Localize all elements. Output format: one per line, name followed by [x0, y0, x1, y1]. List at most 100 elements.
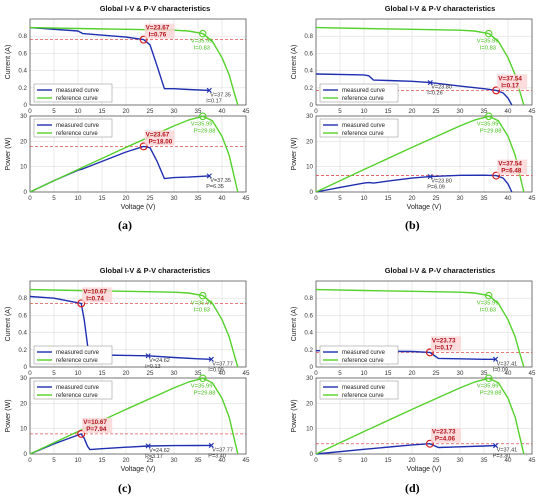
iv-chart-annotation-end: V=37.35I=0.17: [206, 87, 231, 104]
pv-chart-series-measured: [315, 174, 513, 193]
x-tick-label: 25: [433, 457, 440, 464]
x-tick-label: 25: [433, 195, 440, 202]
x-tick-label: 0: [28, 195, 32, 202]
ref-marker: [199, 291, 207, 300]
y-tick-label: 0.6: [304, 312, 313, 319]
mpp-label-v: V=23.67: [146, 25, 170, 32]
end-marker: [427, 80, 433, 86]
end-label-v: V=37.77: [212, 361, 233, 367]
iv-chart-annotation-ref: V=35.99I=0.83: [477, 291, 499, 314]
legend-label-measured: measured curve: [56, 88, 100, 94]
y-tick-label: 0: [24, 102, 28, 109]
x-tick-label: 25: [147, 195, 154, 202]
pv-chart-y-axis-label: Power (W): [5, 137, 12, 170]
x-tick-label: 15: [385, 195, 392, 202]
x-tick-label: 45: [243, 457, 250, 464]
ref-label-second: I=0.83: [194, 308, 210, 314]
x-tick-label: 35: [195, 457, 202, 464]
x-tick-label: 35: [481, 370, 488, 377]
mpp-marker: [77, 429, 86, 438]
iv-chart-annotation-end: V=24.62I=0.13: [145, 353, 170, 370]
mpp-label-second: P=18.00: [149, 138, 173, 145]
panel-title: Global I-V & P-V characteristics: [100, 4, 211, 13]
pv-chart-y-axis-label: Power (W): [5, 399, 12, 432]
mpp-label-v: V=37.54: [498, 75, 522, 82]
y-tick-label: 10: [306, 164, 313, 171]
legend-label-measured: measured curve: [342, 123, 386, 129]
x-tick-label: 40: [505, 370, 512, 377]
end-label-v: V=37.35: [210, 178, 231, 184]
x-tick-label: 45: [529, 370, 536, 377]
pv-chart-frame: [315, 377, 533, 455]
x-tick-label: 10: [361, 457, 368, 464]
x-tick-label: 10: [361, 370, 368, 377]
iv-chart-y-axis-label: Current (A): [291, 45, 298, 80]
y-tick-label: 30: [306, 375, 313, 382]
y-tick-label: 20: [20, 400, 27, 407]
x-tick-label: 20: [123, 370, 130, 377]
caption-a: (a): [118, 218, 132, 232]
pv-chart-legend: measured curve reference curve: [319, 118, 399, 138]
x-tick-label: 20: [409, 108, 416, 115]
mpp-marker: [139, 142, 148, 151]
y-tick-label: 0.2: [18, 85, 27, 92]
pv-chart-annotation-end: V=37.41P=3.30: [492, 443, 518, 460]
iv-chart-annotation-mpp: V=23.67I=0.76: [139, 23, 175, 44]
x-tick-label: 15: [99, 370, 106, 377]
iv-chart-annotation-end: V=37.41I=0.09: [493, 356, 517, 373]
end-label-v: V=23.80: [431, 85, 452, 91]
x-tick-label: 45: [529, 457, 536, 464]
end-label-v: V=37.35: [210, 92, 231, 98]
mpp-marker: [425, 348, 434, 357]
legend-label-reference: reference curve: [56, 358, 98, 364]
y-tick-label: 30: [306, 113, 313, 120]
x-tick-label: 10: [75, 195, 82, 202]
x-tick-label: 30: [457, 370, 464, 377]
end-label-v: V=37.41: [497, 448, 518, 454]
legend-label-measured: measured curve: [342, 385, 386, 391]
legend-label-reference: reference curve: [342, 131, 384, 137]
iv-chart-series-reference: [29, 26, 239, 106]
y-tick-label: 0.2: [304, 85, 313, 92]
end-marker: [492, 443, 499, 449]
iv-chart-annotation-ref: V=35.99I=0.83: [477, 29, 499, 52]
ref-marker: [485, 112, 493, 121]
legend-label-measured: measured curve: [56, 123, 100, 129]
x-tick-label: 5: [338, 195, 342, 202]
ref-marker: [199, 112, 207, 121]
mpp-label-bg: [497, 74, 528, 90]
end-marker: [206, 173, 212, 179]
end-label-second: P=3.30: [493, 454, 511, 460]
iv-chart-series-reference: [315, 288, 525, 368]
pv-chart-annotation-end: V=37.35P=6.35: [206, 173, 231, 190]
x-tick-label: 40: [505, 195, 512, 202]
x-tick-label: 10: [75, 370, 82, 377]
end-label-second: P=6.09: [427, 185, 445, 191]
pv-chart-y-axis-label: Power (W): [291, 137, 298, 170]
pv-chart-x-axis-label: Voltage (V): [121, 204, 156, 211]
panel-b: Global I-V & P-V characteristics 0 5 10 15 20…: [291, 4, 536, 211]
ref-label-v: V=35.99: [477, 383, 499, 389]
y-tick-label: 0.2: [304, 347, 313, 354]
mpp-label-second: P=7.94: [86, 426, 107, 433]
x-tick-label: 0: [314, 457, 318, 464]
end-label-second: I=0.17: [206, 98, 221, 104]
y-tick-label: 0.8: [304, 33, 313, 40]
y-tick-label: 10: [20, 426, 27, 433]
legend-box: [319, 380, 399, 400]
iv-chart-frame: [29, 280, 247, 368]
iv-chart-annotation-mpp: V=37.54I=0.17: [492, 74, 528, 95]
y-tick-label: 0.8: [18, 33, 27, 40]
x-tick-label: 40: [505, 457, 512, 464]
end-label-second: I=0.13: [145, 364, 160, 370]
iv-chart-legend: measured curve reference curve: [319, 83, 399, 103]
panel-title: Global I-V & P-V characteristics: [100, 266, 211, 275]
legend-box: [319, 345, 399, 365]
mpp-label-second: P=4.06: [435, 436, 456, 443]
ref-label-second: P=29.88: [194, 128, 216, 134]
pv-chart-legend: measured curve reference curve: [33, 118, 113, 138]
pv-chart-annotation-end: V=24.62P=3.17: [145, 443, 170, 460]
end-label-second: I=0.09: [208, 367, 223, 373]
mpp-label-second: I=0.76: [149, 32, 167, 39]
x-tick-label: 20: [409, 195, 416, 202]
